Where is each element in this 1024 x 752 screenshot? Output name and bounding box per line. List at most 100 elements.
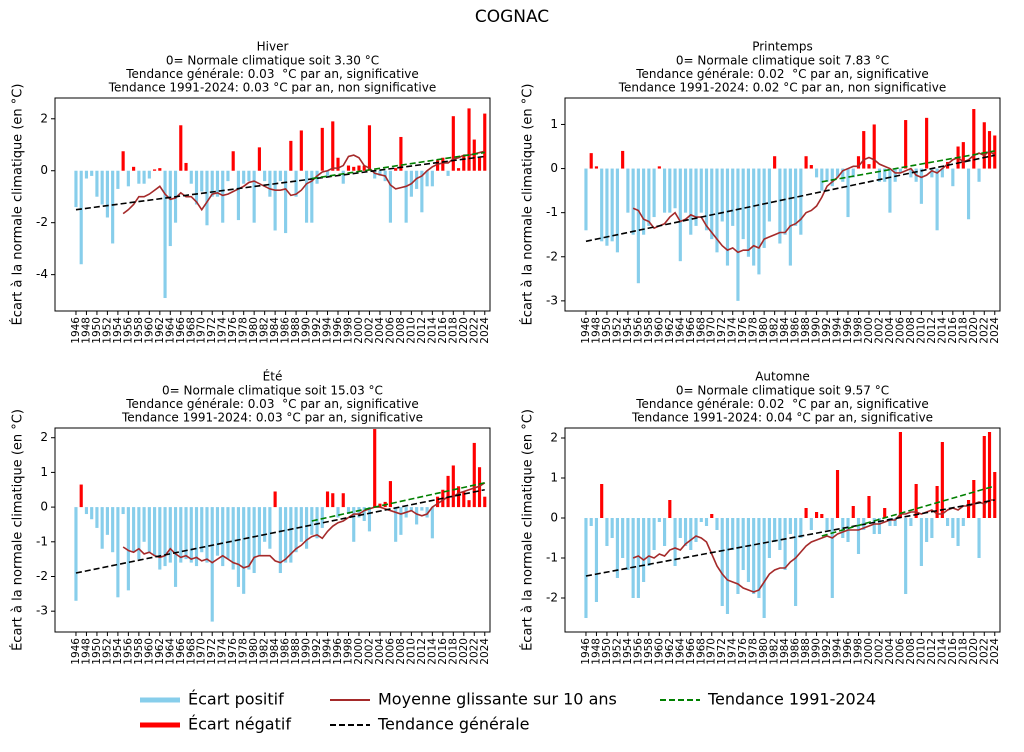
bar: [731, 168, 735, 226]
bar: [600, 484, 604, 518]
bar: [652, 518, 656, 550]
bar: [415, 507, 419, 525]
bar: [462, 491, 466, 508]
bar: [647, 518, 651, 566]
x-tick-label: 1948: [590, 317, 602, 344]
bar: [394, 168, 398, 171]
bar: [683, 168, 688, 213]
bar: [615, 168, 619, 253]
bar: [830, 518, 834, 598]
x-tick-label: 1958: [643, 317, 655, 344]
x-tick-label: 1984: [269, 638, 281, 665]
bar: [725, 518, 730, 614]
subplot-subtitle: Tendance 1991-2024: 0.02 °C par an, non …: [618, 81, 947, 95]
bar: [972, 109, 976, 169]
bar: [657, 166, 661, 169]
bar: [977, 518, 981, 558]
bar: [116, 170, 120, 189]
bar: [835, 168, 840, 178]
bar: [268, 507, 272, 549]
bar: [600, 168, 604, 242]
bar: [236, 507, 241, 587]
bar: [773, 156, 777, 169]
bar: [105, 507, 109, 535]
x-tick-label: 1956: [122, 317, 134, 344]
x-tick-label: 1984: [269, 317, 281, 344]
x-tick-label: 1998: [852, 317, 864, 344]
bar: [977, 168, 981, 182]
legend-label: Tendance générale: [377, 715, 530, 734]
bar: [872, 518, 876, 534]
x-tick-label: 2004: [374, 638, 386, 665]
x-tick-label: 1988: [290, 638, 302, 665]
x-tick-label: 2020: [968, 638, 980, 665]
bar: [804, 508, 808, 518]
bar: [472, 139, 476, 171]
x-tick-label: 1990: [301, 638, 313, 665]
x-tick-label: 1986: [280, 638, 292, 665]
moving-average-line: [632, 149, 996, 254]
bar: [883, 168, 887, 182]
x-tick-label: 1970: [196, 317, 208, 344]
bar: [116, 507, 120, 598]
bar: [689, 168, 693, 235]
x-tick-label: 1976: [737, 638, 749, 665]
bar: [799, 518, 803, 538]
moving-average-line: [632, 499, 995, 593]
legend-item: Tendance générale: [330, 715, 530, 734]
bar: [589, 518, 593, 526]
bar: [263, 170, 267, 182]
bar: [378, 503, 382, 508]
x-tick-label: 2022: [978, 317, 990, 344]
x-tick-label: 1964: [674, 317, 686, 344]
bar: [456, 168, 461, 171]
x-tick-label: 1996: [842, 317, 854, 344]
x-tick-label: 2002: [873, 317, 885, 344]
bar: [95, 507, 99, 528]
bar: [304, 170, 309, 223]
x-tick-label: 1980: [248, 638, 260, 665]
bar: [84, 170, 89, 179]
x-tick-label: 2018: [957, 317, 969, 344]
bar: [757, 168, 761, 275]
bar: [299, 507, 303, 542]
recent-trend-line: [311, 482, 485, 522]
x-tick-label: 1968: [695, 638, 707, 665]
x-tick-label: 1992: [821, 638, 833, 665]
x-tick-label: 1972: [206, 638, 218, 665]
x-tick-label: 1978: [238, 317, 250, 344]
bar: [809, 518, 813, 530]
bar: [221, 507, 225, 567]
bar: [594, 518, 599, 602]
bar: [153, 507, 157, 556]
bar: [961, 142, 965, 169]
bar: [137, 170, 141, 184]
x-tick-label: 1970: [706, 638, 718, 665]
bar: [304, 507, 309, 549]
x-tick-label: 1964: [674, 638, 686, 665]
bar: [331, 121, 335, 171]
x-tick-label: 1946: [70, 638, 82, 665]
bar: [483, 496, 487, 508]
bar: [966, 168, 971, 220]
subplot-subtitle: Tendance générale: 0.02 °C par an, signi…: [635, 67, 929, 81]
bar: [652, 168, 656, 218]
x-tick-label: 1974: [217, 638, 229, 665]
y-axis-label: Écart à la normale climatique (en °C): [10, 409, 26, 651]
x-tick-label: 1994: [832, 317, 844, 344]
bar: [982, 436, 986, 518]
bar: [851, 506, 855, 518]
bar: [268, 170, 272, 197]
x-tick-label: 2010: [915, 638, 927, 665]
bar: [814, 168, 819, 178]
bar: [252, 170, 256, 223]
bar: [184, 162, 188, 171]
bar: [757, 518, 761, 598]
bar: [584, 518, 588, 618]
bar: [746, 168, 751, 257]
general-trend-line: [75, 155, 485, 211]
bar: [215, 507, 220, 556]
bar: [236, 170, 241, 221]
bar: [409, 507, 413, 511]
y-tick-label: -3: [546, 293, 558, 307]
